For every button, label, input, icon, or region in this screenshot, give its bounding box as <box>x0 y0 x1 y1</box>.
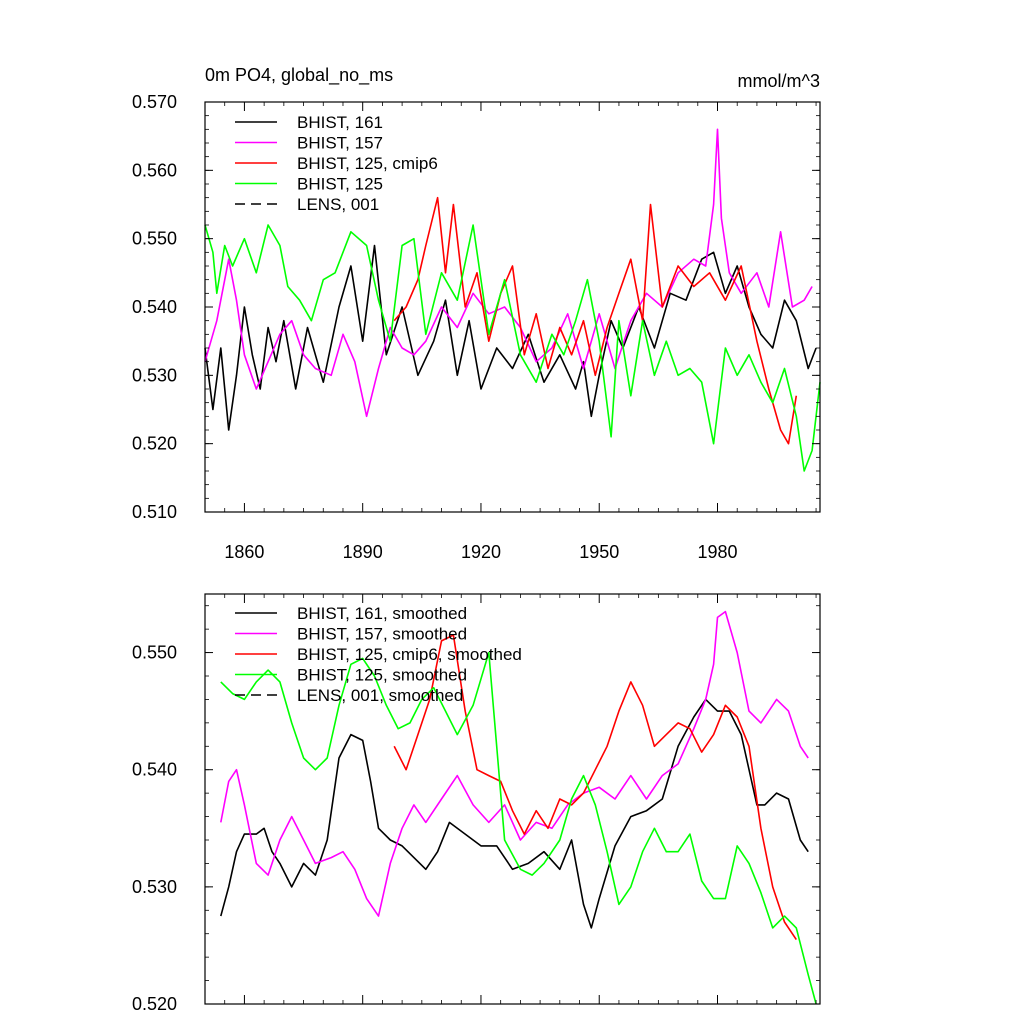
legend-label: BHIST, 125, cmip6 <box>297 154 438 173</box>
x-tick-label: 1860 <box>224 542 264 562</box>
bottom-panel: 0.520 0.530 0.540 0.550 BHIST, 161, smoothe… <box>132 593 821 1014</box>
legend-entry: LENS, 001 <box>235 195 379 214</box>
legend-entry: BHIST, 125 <box>235 175 383 194</box>
legend-entry: BHIST, 161, smoothed <box>235 604 467 623</box>
legend-entry: LENS, 001, smoothed <box>235 686 463 705</box>
y-tick-label: 0.530 <box>132 877 177 897</box>
series-line-bhist-157 <box>204 128 813 418</box>
x-tick-label: 1920 <box>461 542 501 562</box>
plot-frame <box>204 101 821 513</box>
legend-label: BHIST, 125 <box>297 175 383 194</box>
legend-label: BHIST, 157 <box>297 134 383 153</box>
tick-layer: 0.510 0.520 0.530 0.540 0.550 0.560 0.570 1860 1… <box>132 92 820 562</box>
y-tick-label: 0.550 <box>132 643 177 663</box>
legend-entry: BHIST, 157 <box>235 134 383 153</box>
chart-title: 0m PO4, global_no_ms <box>205 65 393 86</box>
legend-label: LENS, 001, smoothed <box>297 686 463 705</box>
series-line-bhist-125-smoothed <box>220 651 817 1005</box>
series-line-bhist-125 <box>204 224 821 472</box>
legend-entry: BHIST, 125, cmip6, smoothed <box>235 645 522 664</box>
series-line-bhist-157-smoothed <box>220 610 809 917</box>
y-tick-label: 0.520 <box>132 994 177 1014</box>
y-tick-label: 0.530 <box>132 365 177 385</box>
legend-label: BHIST, 161, smoothed <box>297 604 467 623</box>
legend-label: BHIST, 161 <box>297 113 383 132</box>
legend-entry: BHIST, 161 <box>235 113 383 132</box>
series-line-bhist-161-smoothed <box>220 698 809 929</box>
legend-label: LENS, 001 <box>297 195 379 214</box>
y-tick-label: 0.540 <box>132 297 177 317</box>
legend-label: BHIST, 125, smoothed <box>297 666 467 685</box>
series-layer <box>204 128 821 472</box>
y-tick-label: 0.570 <box>132 92 177 112</box>
series-line-bhist-125-cmip6-smoothed <box>393 634 797 941</box>
legend: BHIST, 161, smoothed BHIST, 157, smoothed… <box>235 604 522 705</box>
tick-layer: 0.520 0.530 0.540 0.550 <box>132 594 820 1014</box>
y-tick-label: 0.540 <box>132 760 177 780</box>
top-panel: 0m PO4, global_no_ms mmol/m^3 0.510 0.520… <box>132 65 821 562</box>
plot-frame <box>204 593 821 1005</box>
series-line-bhist-161 <box>204 244 817 431</box>
legend-entry: BHIST, 125, smoothed <box>235 666 467 685</box>
legend-entry: BHIST, 157, smoothed <box>235 625 467 644</box>
y-tick-label: 0.520 <box>132 434 177 454</box>
x-tick-label: 1950 <box>579 542 619 562</box>
y-tick-label: 0.550 <box>132 229 177 249</box>
y-tick-label: 0.560 <box>132 160 177 180</box>
legend-label: BHIST, 125, cmip6, smoothed <box>297 645 522 664</box>
series-layer <box>220 610 817 1005</box>
x-tick-label: 1890 <box>343 542 383 562</box>
legend-entry: BHIST, 125, cmip6 <box>235 154 438 173</box>
units-label: mmol/m^3 <box>738 71 820 91</box>
series-line-bhist-125-cmip6 <box>393 196 798 445</box>
x-tick-label: 1980 <box>697 542 737 562</box>
y-tick-label: 0.510 <box>132 502 177 522</box>
legend-label: BHIST, 157, smoothed <box>297 625 467 644</box>
